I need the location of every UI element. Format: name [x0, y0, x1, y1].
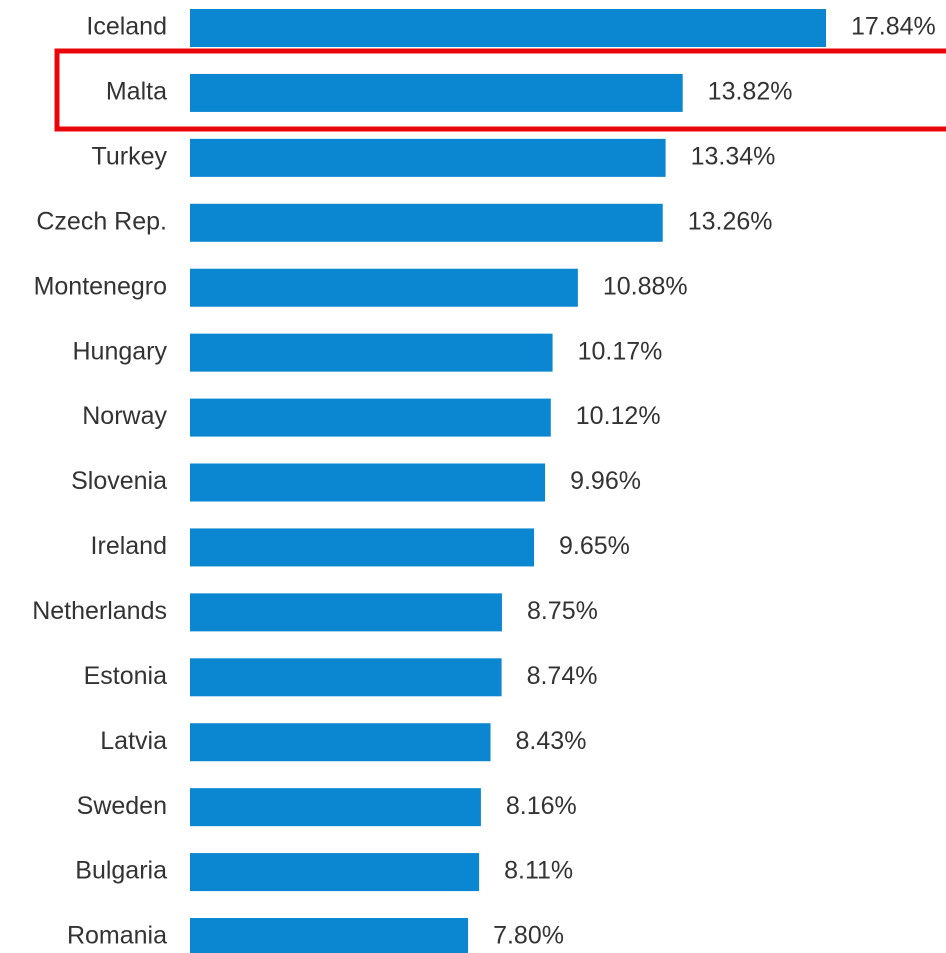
- category-label: Slovenia: [71, 467, 167, 495]
- category-label: Hungary: [73, 337, 168, 365]
- bar: [190, 333, 553, 372]
- value-label: 9.65%: [559, 532, 630, 560]
- bar: [190, 268, 578, 307]
- value-label: 10.17%: [578, 337, 663, 365]
- value-label: 13.34%: [691, 142, 776, 170]
- highlight-box: [54, 48, 946, 132]
- category-label: Latvia: [100, 727, 167, 755]
- category-label: Netherlands: [32, 597, 167, 625]
- bar: [190, 528, 535, 567]
- category-label: Norway: [82, 402, 167, 430]
- value-label: 10.12%: [576, 402, 661, 430]
- bar: [190, 788, 481, 827]
- bar: [190, 73, 683, 112]
- category-label: Estonia: [84, 662, 167, 690]
- category-label: Turkey: [92, 142, 168, 170]
- value-label: 13.26%: [688, 207, 773, 235]
- value-label: 7.80%: [493, 922, 564, 950]
- bar: [190, 853, 480, 892]
- bar: [190, 593, 502, 632]
- value-label: 8.16%: [506, 792, 577, 820]
- bar: [190, 658, 502, 697]
- bar: [190, 398, 551, 437]
- bar: [190, 138, 666, 177]
- value-label: 8.43%: [516, 727, 587, 755]
- bar: [190, 723, 491, 762]
- category-label: Bulgaria: [75, 857, 167, 885]
- category-label: Iceland: [86, 13, 167, 41]
- category-label: Malta: [106, 78, 167, 106]
- value-label: 8.11%: [504, 857, 573, 885]
- value-label: 13.82%: [708, 78, 793, 106]
- category-label: Sweden: [77, 792, 167, 820]
- category-label: Montenegro: [34, 272, 167, 300]
- category-label: Czech Rep.: [36, 207, 167, 235]
- bar: [190, 203, 663, 242]
- category-label: Romania: [67, 922, 167, 950]
- bar: [190, 9, 826, 47]
- value-label: 10.88%: [603, 272, 688, 300]
- value-label: 17.84%: [851, 13, 936, 41]
- value-label: 8.75%: [527, 597, 598, 625]
- category-label: Ireland: [91, 532, 167, 560]
- bar: [190, 463, 546, 502]
- value-label: 8.74%: [527, 662, 598, 690]
- value-label: 9.96%: [570, 467, 641, 495]
- bar: [190, 918, 469, 953]
